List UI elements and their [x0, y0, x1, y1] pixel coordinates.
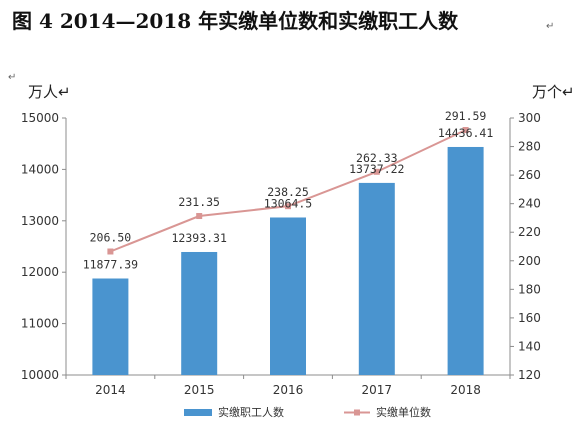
bar: [92, 278, 129, 375]
y-right-tick-label: 160: [518, 311, 541, 325]
bar: [181, 251, 218, 375]
bar: [358, 182, 395, 375]
y-right-tick-label: 260: [518, 168, 541, 182]
y-right-tick-label: 240: [518, 197, 541, 211]
axes: 15000 14000 13000 12000 11000 10000 300 280 260 2…: [21, 111, 541, 397]
y-right-tick-label: 180: [518, 282, 541, 296]
line-point: [373, 168, 380, 175]
x-tick-label: 2014: [95, 383, 126, 397]
title-return-mark: ↵: [546, 21, 554, 32]
y-left-tick-label: 12000: [21, 265, 59, 279]
legend-label-line: 实缴单位数: [376, 405, 431, 419]
y-left-tick-label: 10000: [21, 368, 59, 382]
bar-series: [92, 146, 484, 375]
x-tick-label: 2017: [362, 383, 393, 397]
x-tick-label: 2018: [450, 383, 481, 397]
y-left-tick-label: 13000: [21, 214, 59, 228]
top-left-return-mark: ↵: [8, 72, 16, 83]
bar: [447, 146, 484, 375]
line-point: [462, 127, 469, 134]
legend-label-bar: 实缴职工人数: [218, 405, 284, 419]
data-labels: 11877.39 12393.31 13064.5 13737.22 14436.41 2…: [83, 109, 494, 271]
line-value-label: 238.25: [267, 185, 309, 199]
bar-value-label: 13737.22: [349, 162, 404, 176]
line-point: [285, 203, 291, 210]
legend: 实缴职工人数 实缴单位数: [184, 405, 431, 419]
line-series: [107, 127, 469, 255]
y-right-tick-label: 220: [518, 225, 541, 239]
y-right-tick-label: 200: [518, 254, 541, 268]
x-tick-label: 2016: [273, 383, 304, 397]
y-right-tick-label: 140: [518, 339, 541, 353]
bar-value-label: 11877.39: [83, 258, 138, 272]
bar-value-label: 14436.41: [438, 126, 493, 140]
line-value-label: 206.50: [90, 230, 132, 244]
bar-value-label: 12393.31: [172, 231, 227, 245]
bar-value-label: 13064.5: [264, 196, 312, 210]
line-value-label: 231.35: [178, 195, 220, 209]
y-right-tick-label: 280: [518, 140, 541, 154]
y-right-tick-label: 120: [518, 368, 541, 382]
y-left-tick-label: 11000: [21, 317, 59, 331]
y-left-axis-label: 万人↵: [28, 83, 71, 101]
y-left-tick-label: 15000: [21, 111, 59, 125]
bar: [270, 217, 306, 375]
y-left-tick-label: 14000: [21, 162, 59, 176]
y-right-axis-label: 万个↵: [532, 83, 575, 101]
x-tick-label: 2015: [184, 383, 215, 397]
line-point: [196, 213, 203, 220]
chart-title: 图 4 2014—2018 年实缴单位数和实缴职工人数: [12, 9, 459, 33]
legend-swatch-marker: [354, 409, 360, 416]
line-value-label: 262.33: [356, 151, 398, 165]
legend-swatch-bar: [184, 409, 212, 416]
y-right-tick-label: 300: [518, 111, 541, 125]
line-point: [107, 248, 114, 255]
line-value-label: 291.59: [445, 109, 487, 123]
